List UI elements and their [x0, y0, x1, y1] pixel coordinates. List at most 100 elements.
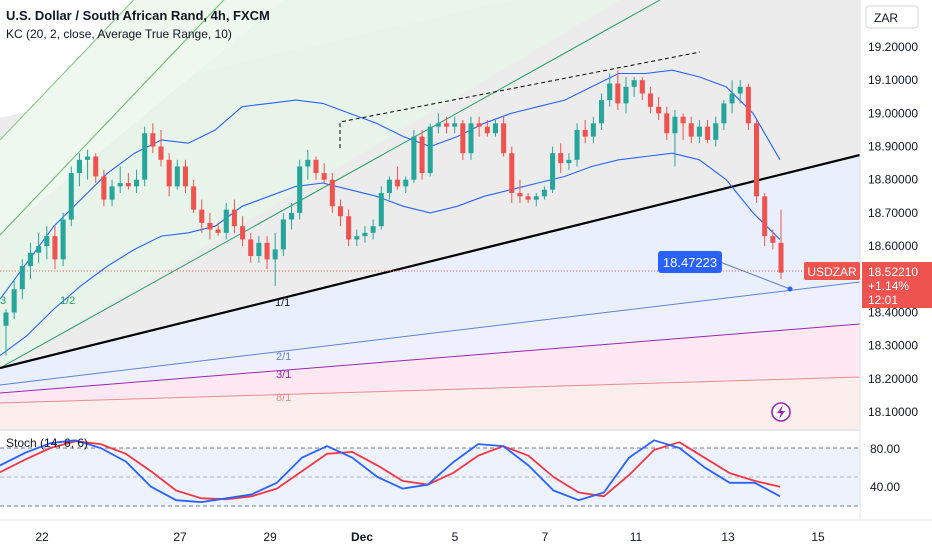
candle-body [468, 123, 474, 154]
candle-body [680, 116, 686, 124]
time-tick: 22 [35, 530, 49, 544]
symbol-tag [804, 262, 860, 280]
candle-body [215, 229, 221, 233]
time-axis[interactable]: 22 27 29 Dec 5 7 11 13 15 [35, 530, 825, 544]
candle-body [762, 196, 768, 237]
candle-body [484, 126, 490, 134]
candle-body [313, 159, 319, 174]
time-tick: 7 [542, 530, 549, 544]
fan-line-3-1 [0, 323, 860, 394]
candle-body [672, 116, 678, 134]
fan-label-half: 1/2 [60, 295, 75, 307]
candle-body [248, 239, 254, 257]
candle-body [419, 136, 425, 174]
candle-body [501, 123, 507, 154]
candle-body [182, 166, 189, 187]
candle-body [11, 289, 17, 313]
candle-body [150, 133, 156, 147]
keltner-channel [0, 69, 781, 357]
candle-body [737, 86, 743, 94]
price-tick: 18.90000 [868, 140, 918, 154]
price-tick: 18.40000 [868, 305, 918, 319]
callout-box[interactable] [658, 251, 722, 273]
candle-body [395, 179, 401, 187]
candle-body [27, 252, 34, 266]
candle-body [272, 249, 278, 260]
candle-body [590, 123, 596, 137]
candle-body [76, 159, 82, 174]
candle-body [721, 103, 727, 124]
stoch-tick-80: 80.00 [870, 442, 900, 456]
candle-body [460, 123, 466, 154]
candle-body [778, 242, 784, 273]
candle-body [101, 176, 107, 200]
candle-body [386, 179, 392, 193]
candle-body [166, 159, 172, 187]
candle-body [378, 193, 384, 227]
stoch-d-line [0, 440, 781, 501]
candle-body [509, 153, 515, 193]
price-tick: 18.70000 [868, 206, 918, 220]
stoch-k-line [0, 439, 781, 504]
dashed-projection[interactable] [339, 51, 701, 148]
candle-body [223, 209, 229, 233]
candle-body [133, 179, 140, 187]
candle-body [199, 209, 205, 223]
time-tick: 13 [721, 530, 735, 544]
price-axis-labels: 19.20000 19.10000 19.00000 18.90000 18.80000… [868, 40, 918, 419]
candle-body [329, 179, 335, 207]
candle-body [452, 123, 458, 127]
candle-body [664, 113, 670, 134]
candle-body [525, 196, 531, 200]
price-tick: 18.60000 [868, 239, 918, 253]
candle-body [729, 93, 735, 104]
fan-zone-1-1 [0, 155, 860, 385]
candle-body [705, 126, 711, 140]
candle-body [615, 83, 621, 104]
candle-body [256, 242, 262, 257]
candle-body [476, 123, 482, 127]
candle-body [362, 232, 368, 237]
chart-title: U.S. Dollar / South African Rand, 4h, FX… [6, 8, 270, 23]
candle-body [492, 123, 499, 134]
candle-body [656, 106, 662, 114]
candle-body [109, 186, 115, 200]
candle-body [403, 179, 409, 187]
time-tick: Dec [351, 530, 373, 544]
candle-body [550, 153, 556, 190]
stoch-lines [0, 439, 781, 504]
price-tick: 18.20000 [868, 372, 918, 386]
candle-body [745, 86, 751, 124]
stoch-pane: Stoch (14, 6, 6) [0, 436, 860, 507]
candle-body [566, 159, 572, 164]
candle-body [321, 173, 327, 180]
fan-label-1-1: 1/1 [275, 297, 290, 309]
candle-body [297, 166, 303, 213]
price-tick: 18.80000 [868, 173, 918, 187]
currency-selector[interactable] [865, 5, 919, 29]
lightning-icon[interactable] [771, 402, 791, 422]
fan-line-2-1 [0, 281, 860, 386]
candle-body [688, 123, 694, 137]
price-tick: 19.20000 [868, 40, 918, 54]
candle-body [607, 83, 613, 101]
fan-label-3-1: 3/1 [276, 369, 291, 381]
candle-body [305, 159, 311, 167]
callout-value: 18.47223 [663, 255, 717, 270]
callout-line [719, 261, 791, 290]
candle-body [240, 226, 246, 240]
last-price-tag [862, 262, 932, 308]
price-tick: 18.30000 [868, 339, 918, 353]
drawing-layer [0, 0, 860, 430]
candle-body [142, 133, 148, 180]
time-tick: 11 [630, 530, 643, 544]
keltner-upper [0, 69, 781, 300]
candle-body [44, 236, 50, 247]
candle-body [696, 126, 702, 137]
candle-body [19, 266, 25, 290]
trendline[interactable] [0, 153, 860, 370]
stoch-label: Stoch (14, 6, 6) [6, 436, 88, 450]
candle-body [280, 219, 286, 250]
price-tick: 19.00000 [868, 106, 918, 120]
